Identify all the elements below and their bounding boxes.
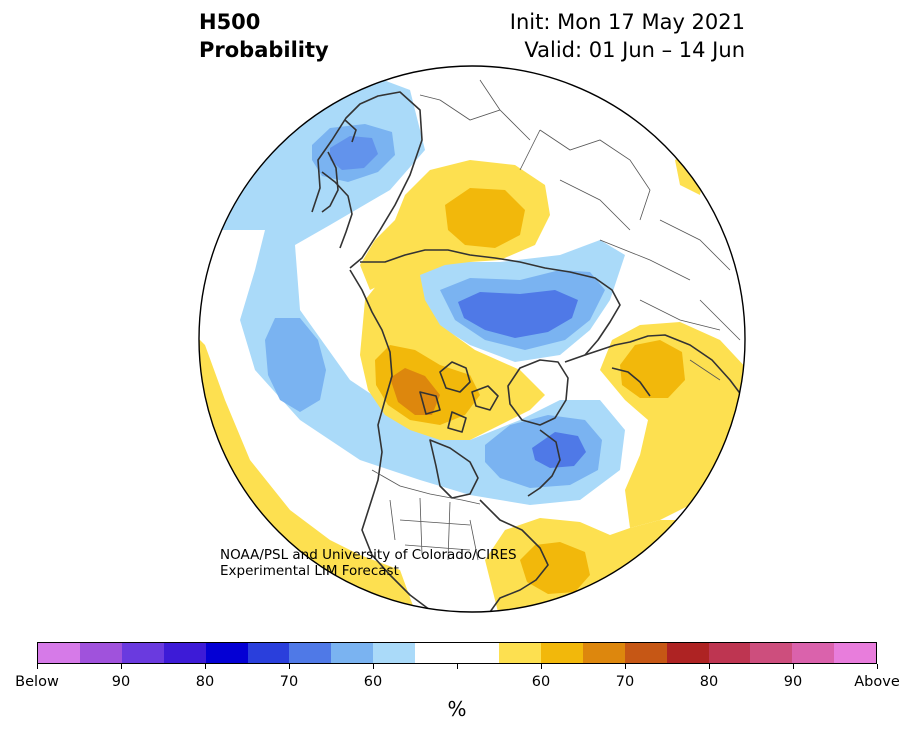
variable-label: H500 [199,10,261,34]
eurasia-country-borders [519,129,741,381]
colorbar-segment [247,643,290,663]
map-disc [199,66,745,612]
us-canada-border [371,469,481,505]
probability-map [198,65,746,613]
colorbar-tick-label: 80 [195,674,215,690]
yellow-southeast-us-region [485,518,700,612]
europe-coastline [584,334,743,397]
orange-northamerica-peak [390,368,440,415]
labrador-coastline [527,429,561,497]
colorbar-tick [708,664,710,669]
colorbar-tick-label: 80 [699,674,719,690]
blue-arctic-peak [458,290,578,338]
colorbar-segment [331,643,374,663]
colorbar-tick [876,664,878,669]
colorbar-tick [792,664,794,669]
canada-arctic-archipelago [419,361,499,433]
colorbar-tick-label: 90 [111,674,131,690]
colorbar-tick-label: 70 [279,674,299,690]
colorbar-tick-label: Below [15,674,59,690]
colorbar-tick [288,664,290,669]
japan-coastline [321,119,357,213]
political-borders [371,79,741,561]
credit-text: NOAA/PSL and University of Colorado/CIRE… [220,547,517,579]
blue-labrador-peak [532,432,586,468]
colorbar-unit: % [447,697,467,721]
chart-title: H500 Probability [199,8,329,64]
colorbar-tick [36,664,38,669]
colorbar-tick-label: 60 [363,674,383,690]
colorbar-segment [205,643,248,663]
colorbar-segment [666,643,709,663]
valid-period: Valid: 01 Jun – 14 Jun [524,38,745,62]
colorbar-segment [792,643,835,663]
credit-line-2: Experimental LIM Forecast [220,563,399,579]
colorbar-segment [457,643,499,663]
gold-europe-core [620,340,685,398]
colorbar-tick-label: Above [854,674,900,690]
gold-southeast-us-core [520,542,590,594]
us-state-borders [389,497,479,561]
map-boundary-circle [198,65,746,613]
hudson-bay-coastline [429,439,479,499]
colorbar-segment [121,643,164,663]
colorbar-segment [582,643,625,663]
below-normal-regions [199,75,625,505]
asia-country-borders [419,79,531,141]
init-date: Init: Mon 17 May 2021 [509,10,745,34]
credit-line-1: NOAA/PSL and University of Colorado/CIRE… [220,547,517,563]
greenland-coastline [507,359,569,426]
colorbar-tick [120,664,122,669]
colorbar-segment [708,643,751,663]
colorbar-tick-label: 70 [615,674,635,690]
colorbar-segment [540,643,583,663]
colorbar-segment [750,643,793,663]
mid-blue-pacific-core [265,318,326,412]
colorbar-segment [163,643,206,663]
coastlines [311,91,743,612]
colorbar-tick [624,664,626,669]
colorbar-segment [38,643,80,663]
colorbar-segment [834,643,877,663]
colorbar-tick-label: 90 [783,674,803,690]
colorbar-segment [373,643,416,663]
north-america-coastline [349,269,549,612]
colorbar [37,642,877,664]
colorbar-segment [289,643,332,663]
blue-asia-peak [330,136,378,170]
colorbar-segment [79,643,122,663]
colorbar-tick [372,664,374,669]
asia-pacific-coastline [311,91,423,269]
colorbar-tick [540,664,542,669]
colorbar-segment [498,643,541,663]
siberia-arctic-coastline [360,249,621,363]
colorbar-segment [415,643,458,663]
product-label: Probability [199,38,329,62]
gold-siberia-core [445,188,525,248]
colorbar-center-tick [456,664,458,669]
forecast-dates: Init: Mon 17 May 2021 Valid: 01 Jun – 14… [510,8,745,64]
colorbar-segment [624,643,667,663]
colorbar-tick [204,664,206,669]
colorbar-tick-label: 60 [531,674,551,690]
